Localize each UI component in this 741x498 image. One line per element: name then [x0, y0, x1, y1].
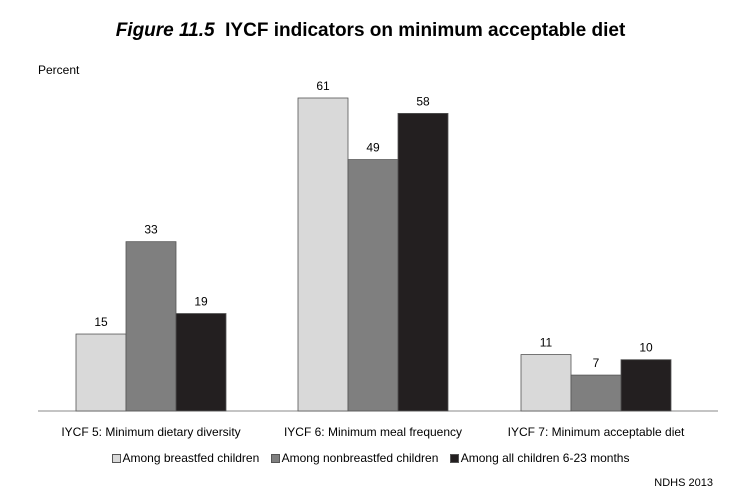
data-label-breastfed-3: 11	[540, 336, 553, 350]
data-label-breastfed-2: 61	[316, 79, 330, 93]
legend-item-all-children: Among all children 6-23 months	[449, 451, 630, 465]
data-label-all-children-2: 58	[416, 94, 430, 108]
title-text: IYCF indicators on minimum acceptable di…	[225, 20, 626, 41]
data-label-nonbreastfed-2: 49	[366, 141, 380, 155]
figure-label: Figure 11.5	[115, 20, 215, 41]
legend-item-nonbreastfed: Among nonbreastfed children	[270, 451, 439, 465]
x-tick-label-3: IYCF 7: Minimum acceptable diet	[508, 425, 685, 439]
bar-nonbreastfed-3	[570, 374, 622, 412]
data-label-all-children-3: 10	[639, 341, 653, 355]
chart-title: Figure 11.5 IYCF indicators on minimum a…	[0, 20, 741, 42]
data-label-breastfed-1: 15	[94, 315, 108, 329]
data-label-nonbreastfed-3: 7	[593, 356, 600, 370]
legend-label-all-children: Among all children 6-23 months	[460, 451, 630, 465]
data-label-all-children-1: 19	[194, 295, 208, 309]
bar-all-children-3	[620, 359, 672, 412]
data-label-nonbreastfed-1: 33	[144, 223, 158, 237]
legend-item-breastfed: Among breastfed children	[111, 451, 260, 465]
bar-nonbreastfed-2	[347, 159, 399, 412]
bar-breastfed-1	[75, 333, 127, 412]
bar-all-children-2	[397, 112, 449, 412]
bar-breastfed-3	[520, 354, 572, 412]
legend-swatch-breastfed	[111, 454, 121, 463]
source-note: NDHS 2013	[654, 477, 713, 489]
bar-breastfed-2	[297, 97, 349, 412]
bar-chart: 15 33 19 IYCF 5: Minimum dietary diversity 6…	[38, 79, 718, 439]
legend-swatch-all-children	[449, 454, 459, 463]
x-tick-label-1: IYCF 5: Minimum dietary diversity	[61, 425, 240, 439]
bar-all-children-1	[175, 313, 227, 412]
legend-swatch-nonbreastfed	[270, 454, 280, 463]
legend-label-breastfed: Among breastfed children	[122, 451, 260, 465]
legend: Among breastfed children Among nonbreast…	[0, 451, 741, 465]
x-tick-label-2: IYCF 6: Minimum meal frequency	[284, 425, 462, 439]
bar-nonbreastfed-1	[125, 241, 177, 412]
legend-label-nonbreastfed: Among nonbreastfed children	[281, 451, 439, 465]
y-axis-label: Percent	[38, 63, 80, 77]
